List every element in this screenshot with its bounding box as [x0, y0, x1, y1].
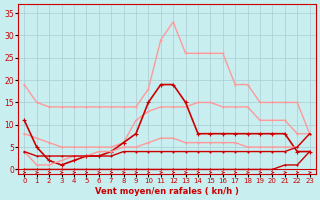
X-axis label: Vent moyen/en rafales ( kn/h ): Vent moyen/en rafales ( kn/h ) — [95, 187, 239, 196]
